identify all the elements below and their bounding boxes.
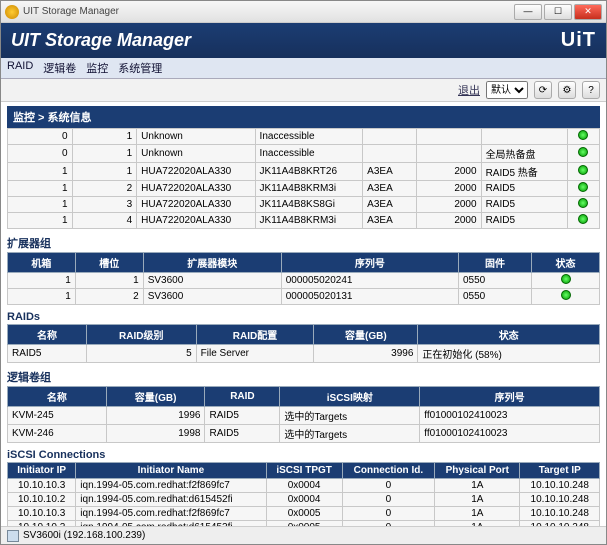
iscsi-title: iSCSI Connections (7, 449, 600, 461)
col-status: 状态 (418, 325, 600, 345)
breadcrumb: 监控 > 系统信息 (7, 106, 600, 128)
titlebar: UIT Storage Manager — ☐ ✕ (1, 1, 606, 23)
col-raid: RAID (205, 387, 280, 407)
ok-icon (561, 274, 571, 284)
col-target-ip: Target IP (520, 463, 600, 479)
ok-icon (578, 165, 588, 175)
ok-icon (578, 198, 588, 208)
status-icon (7, 530, 19, 542)
window-frame: UIT Storage Manager — ☐ ✕ UIT Storage Ma… (0, 0, 607, 545)
help-button[interactable]: ? (582, 81, 600, 99)
col-name: 名称 (8, 325, 87, 345)
col-serial: 序列号 (420, 387, 600, 407)
brand-logo: UiT (561, 29, 596, 52)
refresh-button[interactable]: ⟳ (534, 81, 552, 99)
col-firmware: 固件 (458, 253, 531, 273)
col-initiator-ip: Initiator IP (8, 463, 76, 479)
table-row[interactable]: 13 HUA722020ALA330JK11A4B8KS8Gi A3EA2000… (8, 197, 600, 213)
menu-monitor[interactable]: 监控 (86, 60, 108, 76)
menubar: RAID 逻辑卷 监控 系统管理 (1, 58, 606, 79)
table-row[interactable]: 12SV3600 0000050201310550 (8, 289, 600, 305)
table-row[interactable]: KVM-2451996RAID5 选中的Targetsff01000102410… (8, 407, 600, 425)
col-config: RAID配置 (196, 325, 314, 345)
col-initiator-name: Initiator Name (76, 463, 266, 479)
table-row[interactable]: 01 UnknownInaccessible (8, 129, 600, 145)
exit-link[interactable]: 退出 (458, 82, 480, 98)
ok-icon (578, 147, 588, 157)
expanders-table: 机箱 槽位 扩展器模块 序列号 固件 状态 11SV3600 000005020… (7, 252, 600, 305)
volumes-table: 名称 容量(GB) RAID iSCSI映射 序列号 KVM-2451996RA… (7, 386, 600, 443)
col-capacity: 容量(GB) (314, 325, 418, 345)
close-button[interactable]: ✕ (574, 4, 602, 20)
col-level: RAID级别 (86, 325, 196, 345)
menu-logical-volume[interactable]: 逻辑卷 (43, 60, 76, 76)
menu-system[interactable]: 系统管理 (118, 60, 162, 76)
status-text: SV3600i (192.168.100.239) (23, 530, 145, 541)
ok-icon (561, 290, 571, 300)
table-row[interactable]: 10.10.10.2iqn.1994-05.com.redhat:d615452… (8, 493, 600, 507)
ok-icon (578, 130, 588, 140)
raids-table: 名称 RAID级别 RAID配置 容量(GB) 状态 RAID55File Se… (7, 324, 600, 363)
statusbar: SV3600i (192.168.100.239) (1, 526, 606, 544)
settings-button[interactable]: ⚙ (558, 81, 576, 99)
table-row[interactable]: RAID55File Server 3996正在初始化 (58%) (8, 345, 600, 363)
expanders-title: 扩展器组 (7, 235, 600, 251)
col-chassis: 机箱 (8, 253, 76, 273)
col-tpgt: iSCSI TPGT (266, 463, 342, 479)
table-row[interactable]: 11 HUA722020ALA330JK11A4B8KRT26 A3EA2000… (8, 163, 600, 181)
col-status: 状态 (532, 253, 600, 273)
col-iscsi: iSCSI映射 (280, 387, 420, 407)
table-row[interactable]: 14 HUA722020ALA330JK11A4B8KRM3i A3EA2000… (8, 213, 600, 229)
volumes-title: 逻辑卷组 (7, 369, 600, 385)
col-serial: 序列号 (281, 253, 458, 273)
table-row[interactable]: 01 UnknownInaccessible 全局热备盘 (8, 145, 600, 163)
app-icon (5, 5, 19, 19)
app-header: UIT Storage Manager UiT (1, 23, 606, 58)
col-name: 名称 (8, 387, 107, 407)
table-row[interactable]: KVM-2461998RAID5 选中的Targetsff01000102410… (8, 425, 600, 443)
col-conn-id: Connection Id. (342, 463, 435, 479)
table-row[interactable]: 10.10.10.3iqn.1994-05.com.redhat:f2f869f… (8, 507, 600, 521)
col-capacity: 容量(GB) (106, 387, 205, 407)
table-row[interactable]: 10.10.10.3iqn.1994-05.com.redhat:f2f869f… (8, 479, 600, 493)
minimize-button[interactable]: — (514, 4, 542, 20)
maximize-button[interactable]: ☐ (544, 4, 572, 20)
disks-table: 01 UnknownInaccessible 01 UnknownInacces… (7, 128, 600, 229)
col-slot: 槽位 (75, 253, 143, 273)
ok-icon (578, 214, 588, 224)
col-port: Physical Port (435, 463, 520, 479)
iscsi-table: Initiator IP Initiator Name iSCSI TPGT C… (7, 462, 600, 526)
window-title: UIT Storage Manager (23, 6, 514, 17)
col-module: 扩展器模块 (143, 253, 281, 273)
ok-icon (578, 182, 588, 192)
raids-title: RAIDs (7, 311, 600, 323)
content-area: 监控 > 系统信息 01 UnknownInaccessible 01 Unkn… (1, 102, 606, 526)
table-row[interactable]: 11SV3600 0000050202410550 (8, 273, 600, 289)
toolbar: 退出 默认 ⟳ ⚙ ? (1, 79, 606, 102)
view-select[interactable]: 默认 (486, 81, 528, 99)
table-row[interactable]: 12 HUA722020ALA330JK11A4B8KRM3i A3EA2000… (8, 181, 600, 197)
menu-raid[interactable]: RAID (7, 60, 33, 76)
header-title: UIT Storage Manager (11, 30, 191, 51)
